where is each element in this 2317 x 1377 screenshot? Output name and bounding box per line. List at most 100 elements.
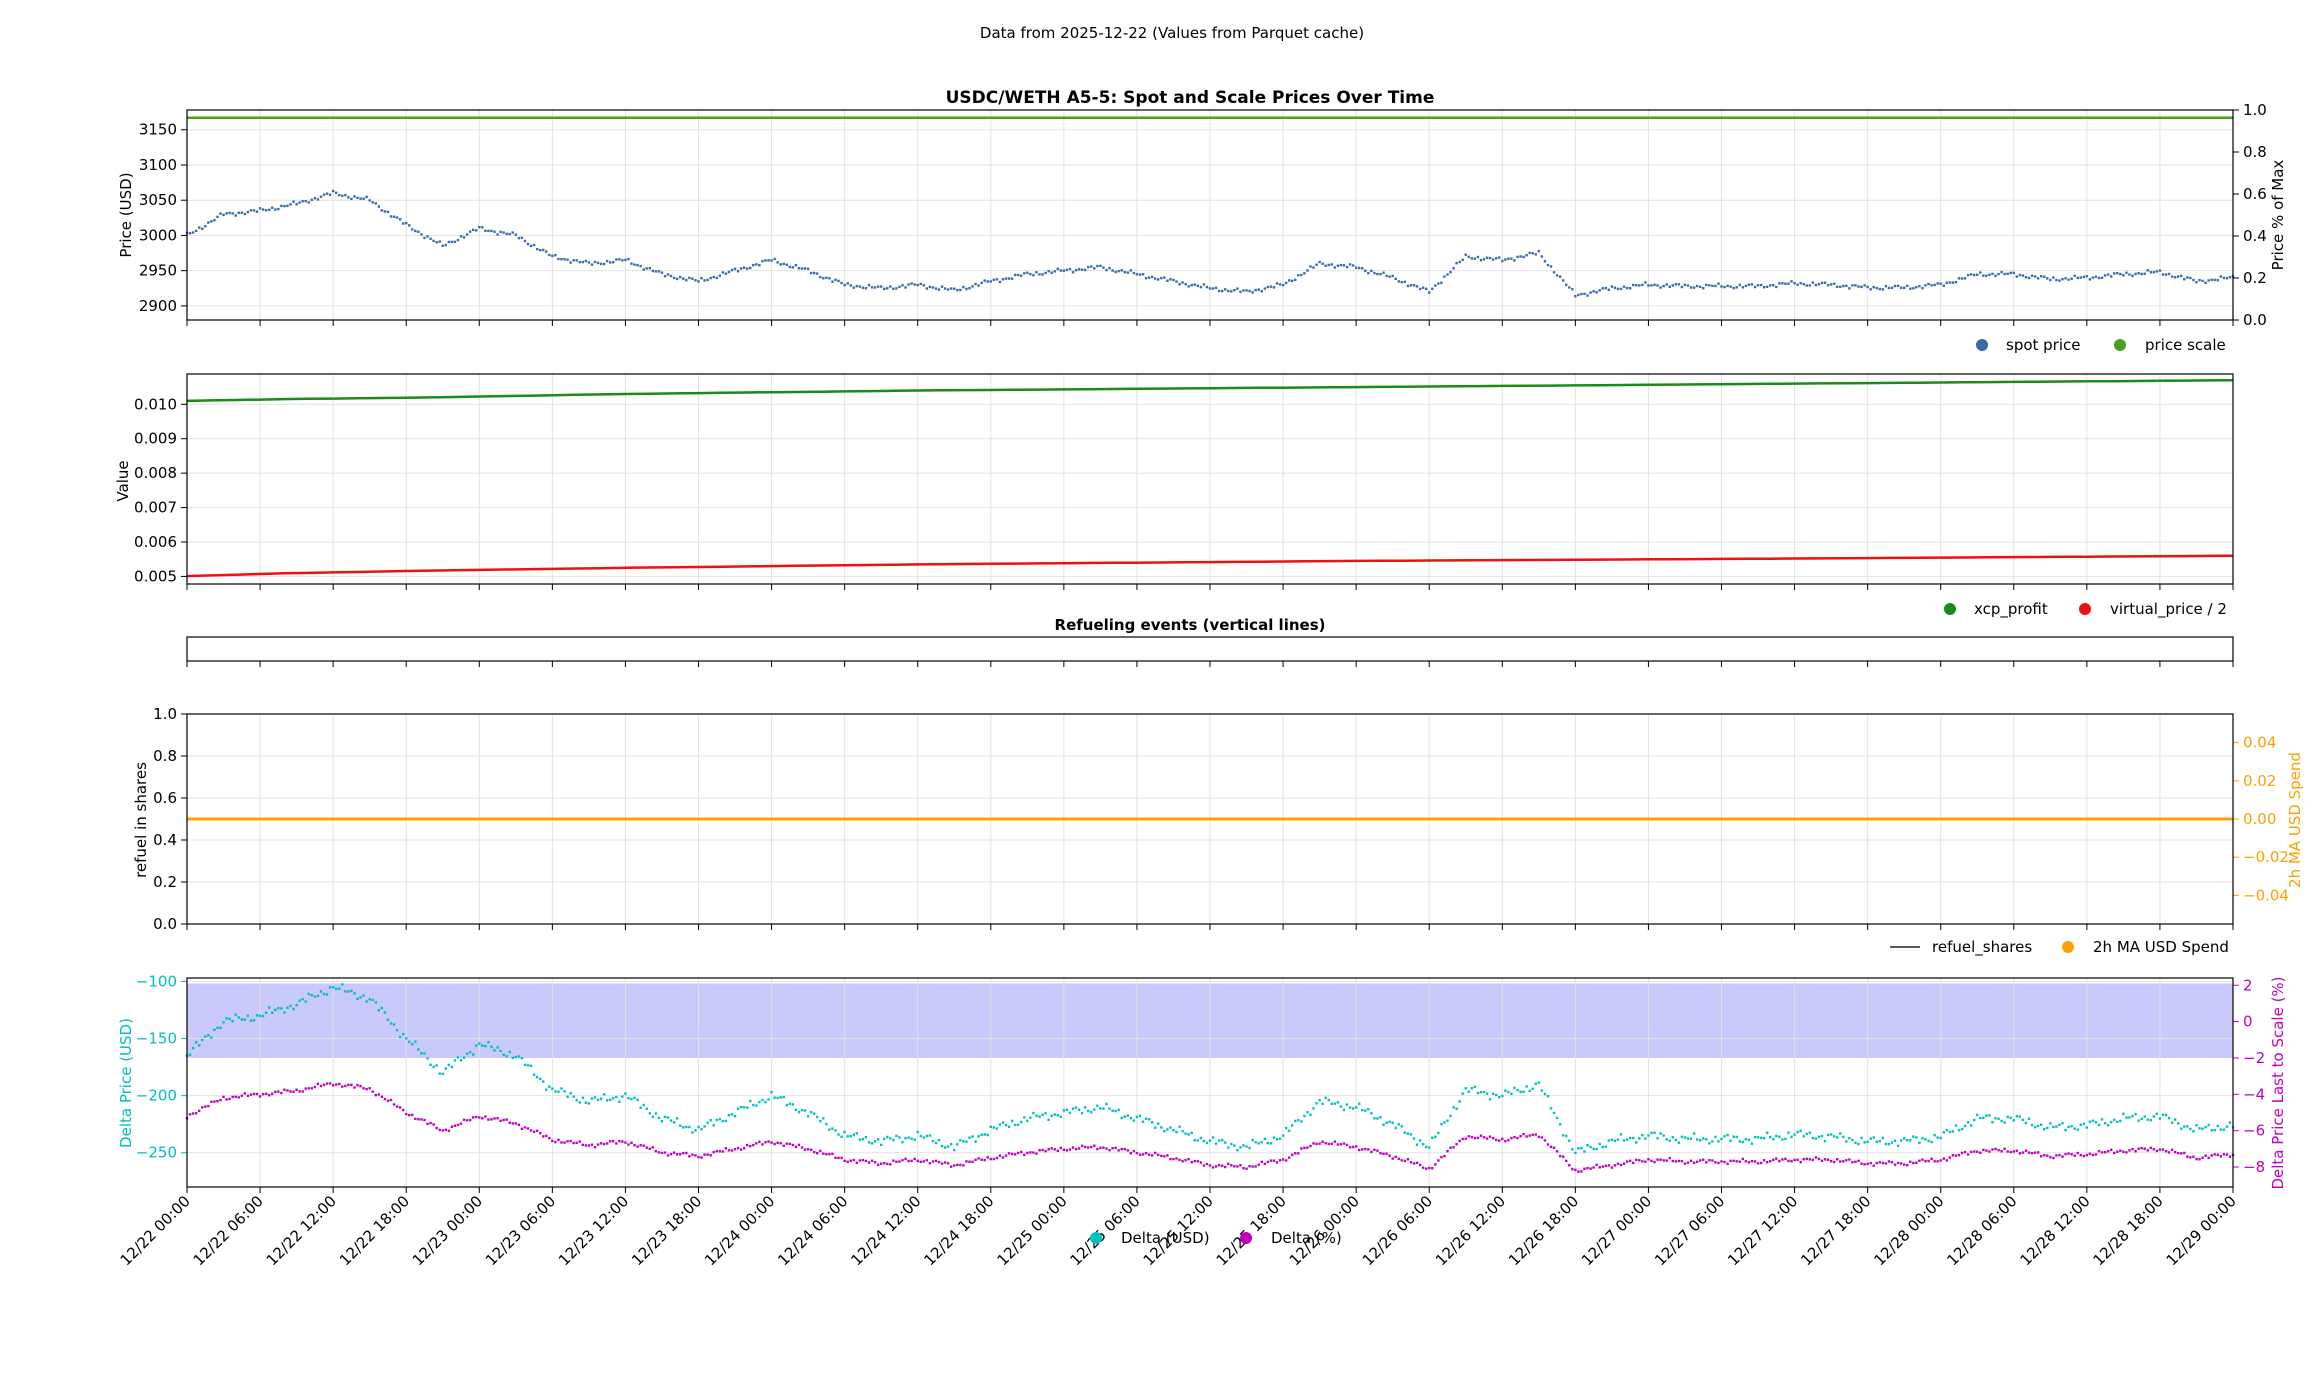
delta-pct-point [1641, 1160, 1644, 1163]
delta-pct-point [1464, 1137, 1467, 1140]
delta-usd-point [551, 1087, 554, 1090]
delta-pct-point [1379, 1152, 1382, 1155]
delta-pct-point [1613, 1164, 1617, 1167]
delta-usd-point [1720, 1137, 1723, 1141]
delta-usd-point [1568, 1139, 1571, 1142]
panel2-ylabel: Value [114, 460, 132, 501]
delta-usd-point [596, 1098, 600, 1102]
panel4-ylabel: refuel in shares [132, 762, 150, 878]
delta-usd-point [1467, 1090, 1470, 1093]
delta-usd-point [1029, 1116, 1032, 1119]
delta-usd-point [645, 1107, 648, 1110]
spot-price-point [1044, 271, 1047, 275]
spot-price-point [307, 201, 310, 204]
delta-usd-point [1263, 1137, 1267, 1141]
delta-pct-point [800, 1146, 804, 1149]
delta-pct-point [1345, 1143, 1349, 1147]
spot-price-point [822, 276, 825, 280]
spot-price-point [1498, 256, 1501, 259]
delta-usd-point [411, 1043, 414, 1046]
delta-usd-point [331, 986, 335, 989]
spot-price-point [1330, 263, 1333, 266]
spot-price-point [249, 209, 253, 212]
delta-usd-point [2058, 1123, 2061, 1127]
spot-price-point [1260, 290, 1263, 293]
legend-label-virtual: virtual_price / 2 [2110, 600, 2227, 619]
spot-price-point [2091, 276, 2095, 279]
delta-usd-point [328, 986, 332, 989]
delta-usd-point [876, 1138, 880, 1141]
x-tick-label: 12/23 00:00 [409, 1192, 486, 1269]
x-tick-label: 12/29 00:00 [2163, 1192, 2240, 1269]
delta-pct-point [1211, 1166, 1215, 1169]
delta-pct-point [730, 1149, 734, 1152]
delta-usd-point [1023, 1116, 1026, 1119]
delta-usd-point [892, 1138, 895, 1142]
delta-usd-point [1887, 1142, 1891, 1146]
delta-usd-point [2103, 1121, 2107, 1125]
delta-pct-point [1619, 1163, 1623, 1167]
spot-price-point [1784, 282, 1787, 285]
delta-usd-point [1997, 1117, 2000, 1121]
delta-pct-point [1169, 1157, 1172, 1161]
delta-pct-point [398, 1106, 402, 1109]
delta-usd-point [569, 1092, 572, 1095]
spot-price-point [1406, 284, 1410, 288]
delta-usd-point [1007, 1125, 1011, 1129]
spot-price-point [1065, 268, 1069, 272]
spot-price-point [286, 204, 289, 208]
delta-pct-point [514, 1122, 518, 1125]
spot-price-point [1604, 286, 1608, 290]
delta-usd-point [478, 1042, 481, 1045]
spot-price-point [803, 267, 807, 270]
spot-price-point [700, 276, 703, 280]
spot-price-point [1558, 275, 1562, 278]
spot-price-point [1726, 284, 1729, 288]
refuel-shares-panel: 0.00.20.40.60.81.0−0.04−0.020.000.020.04… [132, 705, 2304, 957]
spot-price-point [1616, 287, 1620, 291]
delta-usd-point [1239, 1146, 1242, 1149]
delta-pct-point [1400, 1159, 1404, 1162]
delta-pct-point [1650, 1159, 1653, 1163]
spot-price-point [883, 287, 886, 291]
delta-pct-point [2228, 1155, 2232, 1158]
spot-price-point [1635, 283, 1638, 287]
delta-pct-point [2088, 1152, 2092, 1155]
delta-pct-point [682, 1151, 685, 1155]
delta-pct-point [1598, 1166, 1601, 1169]
x-tick-label: 12/27 06:00 [1651, 1192, 1728, 1269]
spot-price-point [1047, 269, 1050, 273]
delta-pct-point [1376, 1149, 1379, 1152]
x-tick-label: 12/22 12:00 [263, 1192, 340, 1269]
spot-price-point [1848, 287, 1851, 290]
spot-price-point [581, 260, 585, 264]
spot-price-point [624, 258, 627, 262]
delta-pct-point [1467, 1135, 1470, 1138]
delta-pct-point [1747, 1161, 1751, 1164]
delta-usd-point [718, 1118, 722, 1121]
delta-pct-point [755, 1142, 758, 1145]
delta-usd-point [1802, 1135, 1805, 1138]
delta-usd-point [520, 1057, 524, 1060]
spot-price-point [1991, 272, 1994, 276]
delta-usd-point [2006, 1115, 2009, 1119]
delta-pct-point [1440, 1155, 1443, 1159]
delta-pct-point [1884, 1162, 1888, 1165]
delta-usd-point [2170, 1121, 2174, 1124]
spot-price-point [197, 226, 201, 229]
delta-usd-point [1909, 1139, 1912, 1142]
x-tick-label: 12/24 18:00 [920, 1192, 997, 1269]
delta-pct-point [2012, 1150, 2015, 1153]
delta-usd-point [739, 1105, 743, 1109]
delta-pct-point [1738, 1160, 1741, 1163]
delta-usd-point [395, 1028, 399, 1032]
delta-pct-point [1772, 1158, 1775, 1161]
spot-price-point [365, 195, 368, 199]
spot-price-point [520, 236, 524, 240]
delta-pct-point [1558, 1154, 1562, 1158]
spot-price-point [1869, 288, 1872, 291]
spot-price-point [1452, 267, 1455, 270]
delta-usd-point [1181, 1130, 1184, 1133]
delta-pct-point [1829, 1159, 1833, 1163]
